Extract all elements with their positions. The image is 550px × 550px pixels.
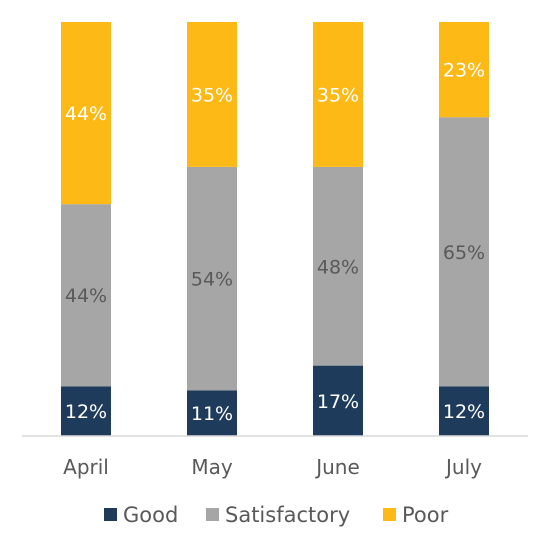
legend-swatch-poor <box>383 508 396 521</box>
data-label-poor-june: 35% <box>317 84 359 106</box>
x-tick-label-june: June <box>314 455 360 479</box>
data-label-satisfactory-june: 48% <box>317 256 359 278</box>
data-label-good-june: 17% <box>317 391 359 413</box>
legend-swatch-satisfactory <box>206 508 219 521</box>
x-tick-label-april: April <box>63 455 109 479</box>
bar-satisfactory-april <box>61 204 111 387</box>
legend-label-poor: Poor <box>402 503 449 527</box>
data-label-satisfactory-may: 54% <box>191 269 233 291</box>
bar-satisfactory-july <box>439 117 489 387</box>
data-label-poor-may: 35% <box>191 84 233 106</box>
legend-label-good: Good <box>123 503 178 527</box>
x-tick-label-may: May <box>191 455 233 479</box>
data-label-good-april: 12% <box>65 401 107 423</box>
data-label-poor-april: 44% <box>65 103 107 125</box>
bar-poor-june <box>313 22 363 167</box>
bar-satisfactory-june <box>313 166 363 366</box>
data-label-satisfactory-april: 44% <box>65 285 107 307</box>
legend: Good Satisfactory Poor <box>104 503 449 527</box>
data-label-poor-july: 23% <box>443 60 485 82</box>
bar-good-april <box>61 386 111 436</box>
legend-swatch-good <box>104 508 117 521</box>
data-label-satisfactory-july: 65% <box>443 242 485 264</box>
bar-poor-april <box>61 22 111 205</box>
data-label-good-july: 12% <box>443 401 485 423</box>
bar-good-may <box>187 390 237 436</box>
bars-group: 12% 44% 44% 11% 54% 35% 17% 48% 35% 12% 65% 23% <box>61 22 489 436</box>
bar-good-july <box>439 386 489 436</box>
bar-satisfactory-may <box>187 166 237 391</box>
bar-good-june <box>313 365 363 436</box>
x-tick-labels: April May June July <box>63 455 482 479</box>
legend-label-satisfactory: Satisfactory <box>225 503 350 527</box>
bar-poor-july <box>439 22 489 118</box>
data-label-good-may: 11% <box>191 403 233 425</box>
x-tick-label-july: July <box>444 455 482 479</box>
bar-poor-may <box>187 22 237 167</box>
